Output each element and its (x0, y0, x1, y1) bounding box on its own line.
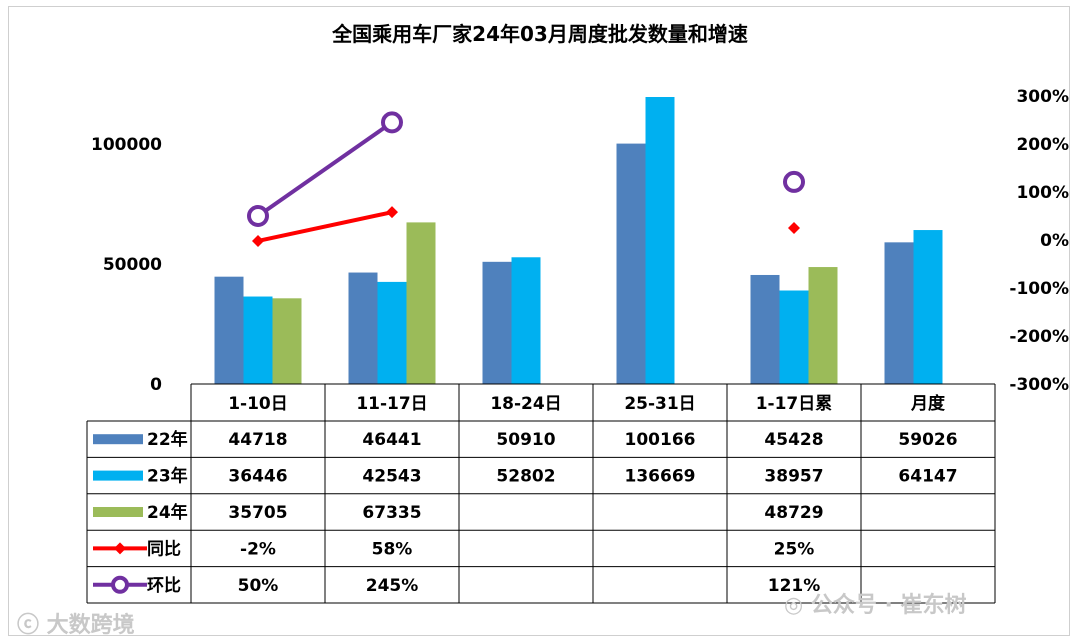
chart-title: 全国乘用车厂家24年03月周度批发数量和增速 (331, 22, 748, 46)
point (381, 111, 403, 134)
bar (348, 272, 378, 384)
data-label: 58% (372, 539, 413, 559)
bar (645, 97, 675, 384)
point (788, 222, 800, 234)
legend-key (93, 434, 143, 445)
right-axis-tick-label: 300% (1016, 87, 1069, 107)
data-label: 52802 (496, 467, 555, 487)
watermark-left-text: 大数跨境 (46, 613, 135, 638)
legend-marker (114, 542, 126, 555)
right-axis-tick-label: 200% (1016, 135, 1069, 155)
point (386, 206, 398, 219)
data-label: 36446 (228, 467, 287, 487)
legend-label: 24年 (147, 502, 188, 523)
bar (377, 281, 407, 384)
combo-chart: 全国乘用车厂家24年03月周度批发数量和增速 0 50000 100000 300% 2… (86, 22, 1069, 604)
left-axis-tick-label: 100000 (91, 135, 162, 155)
legend-marker (111, 575, 129, 594)
bar (482, 261, 512, 384)
category-label: 18-24日 (490, 394, 561, 414)
bar (511, 257, 541, 384)
data-label: 67335 (362, 503, 421, 523)
bar (616, 143, 646, 384)
bar (913, 230, 943, 384)
category-label: 1-17日累 (756, 394, 833, 414)
series-line (257, 210, 393, 243)
data-label: 44718 (228, 430, 287, 450)
data-label: 50% (238, 576, 279, 596)
left-axis-tick-label: 0 (150, 375, 162, 395)
wechat-icon: ◎ (784, 593, 811, 618)
category-label: 1-10日 (228, 394, 288, 414)
legend-label: 22年 (147, 429, 188, 450)
data-label: 50910 (496, 430, 555, 450)
bar (214, 276, 244, 384)
bar (779, 290, 809, 384)
watermark-left: ⓒ 大数跨境 (17, 607, 135, 639)
legend-label: 环比 (147, 575, 181, 596)
category-label: 月度 (910, 393, 946, 414)
plot-area: 0 50000 100000 300% 200% 100% 0% -100% -200% -300… (91, 87, 1069, 395)
watermark-right-text: 公众号 · 崔东树 (810, 593, 967, 618)
data-label: 35705 (228, 503, 287, 523)
data-label: 38957 (764, 467, 823, 487)
bar (884, 242, 914, 384)
category-label: 25-31日 (624, 394, 695, 414)
data-label: -2% (240, 539, 276, 559)
data-label: 25% (774, 539, 815, 559)
right-axis-tick-label: -100% (1009, 279, 1069, 299)
data-table: 1-10日 11-17日 18-24日 25-31日 1-17日累 月度 22年 44718 4… (86, 383, 996, 604)
legend-key (93, 470, 143, 481)
chart-frame: 全国乘用车厂家24年03月周度批发数量和增速 0 50000 100000 300% 2… (8, 6, 1070, 639)
data-label: 59026 (898, 430, 957, 450)
data-label: 42543 (362, 467, 421, 487)
legend-label: 23年 (147, 466, 188, 487)
legend-key (93, 507, 143, 517)
data-label: 121% (768, 576, 821, 596)
category-label: 11-17日 (356, 394, 427, 414)
point (783, 170, 805, 193)
series-line (256, 120, 394, 218)
right-axis-tick-label: 0% (1040, 231, 1069, 251)
right-axis-tick-label: -200% (1009, 327, 1069, 347)
bar (750, 274, 780, 384)
point (252, 234, 264, 247)
data-label: 48729 (764, 503, 823, 523)
watermark-right: ◎ 公众号 · 崔东树 (784, 587, 967, 619)
data-label: 46441 (362, 430, 421, 450)
point (247, 205, 269, 227)
data-label: 100166 (625, 430, 696, 450)
right-axis-tick-label: 100% (1016, 183, 1069, 203)
bar (243, 296, 273, 384)
bar (272, 298, 302, 384)
watermark-logo-icon: ⓒ (17, 613, 47, 638)
data-label: 245% (366, 576, 419, 596)
bar (808, 267, 838, 384)
data-label: 64147 (898, 467, 957, 487)
right-axis-tick-label: -300% (1009, 375, 1069, 395)
bar (406, 222, 436, 384)
data-label: 136669 (625, 467, 696, 487)
data-label: 45428 (764, 430, 823, 450)
legend-label: 同比 (147, 538, 181, 559)
left-axis-tick-label: 50000 (103, 255, 162, 275)
